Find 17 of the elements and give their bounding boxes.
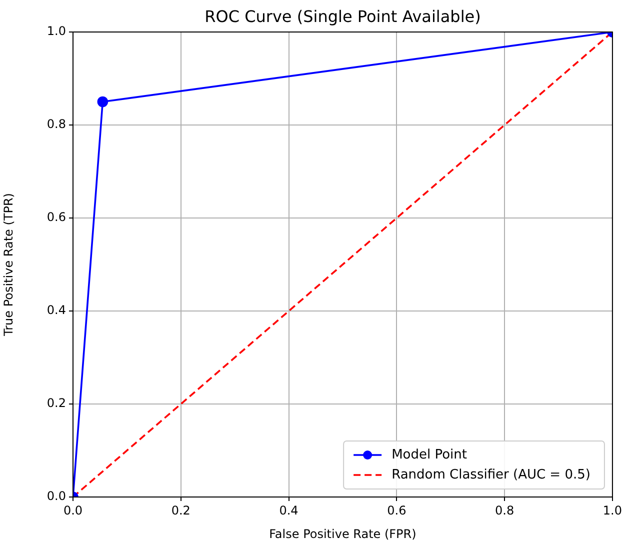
- y-tick-label: 0.4: [46, 303, 66, 318]
- y-axis-title: True Positive Rate (TPR): [1, 193, 16, 337]
- y-tick-label: 1.0: [46, 24, 66, 38]
- y-tick-label: 0.8: [46, 117, 66, 132]
- x-tick-label: 0.6: [387, 503, 406, 518]
- legend-label: Random Classifier (AUC = 0.5): [392, 467, 590, 482]
- y-tick-label: 0.6: [46, 210, 66, 224]
- x-tick-label: 1.0: [602, 503, 622, 518]
- x-tick-label: 0.4: [279, 503, 298, 518]
- legend-label: Model Point: [392, 447, 468, 462]
- x-axis-title: False Positive Rate (FPR): [269, 526, 416, 541]
- x-tick-label: 0.0: [63, 503, 83, 518]
- y-tick-label: 0.2: [46, 396, 66, 410]
- x-tick-label: 0.8: [495, 503, 514, 518]
- x-tick-label: 0.2: [171, 503, 190, 518]
- y-tick-label: 0.0: [46, 489, 66, 504]
- chart-title: ROC Curve (Single Point Available): [204, 7, 481, 26]
